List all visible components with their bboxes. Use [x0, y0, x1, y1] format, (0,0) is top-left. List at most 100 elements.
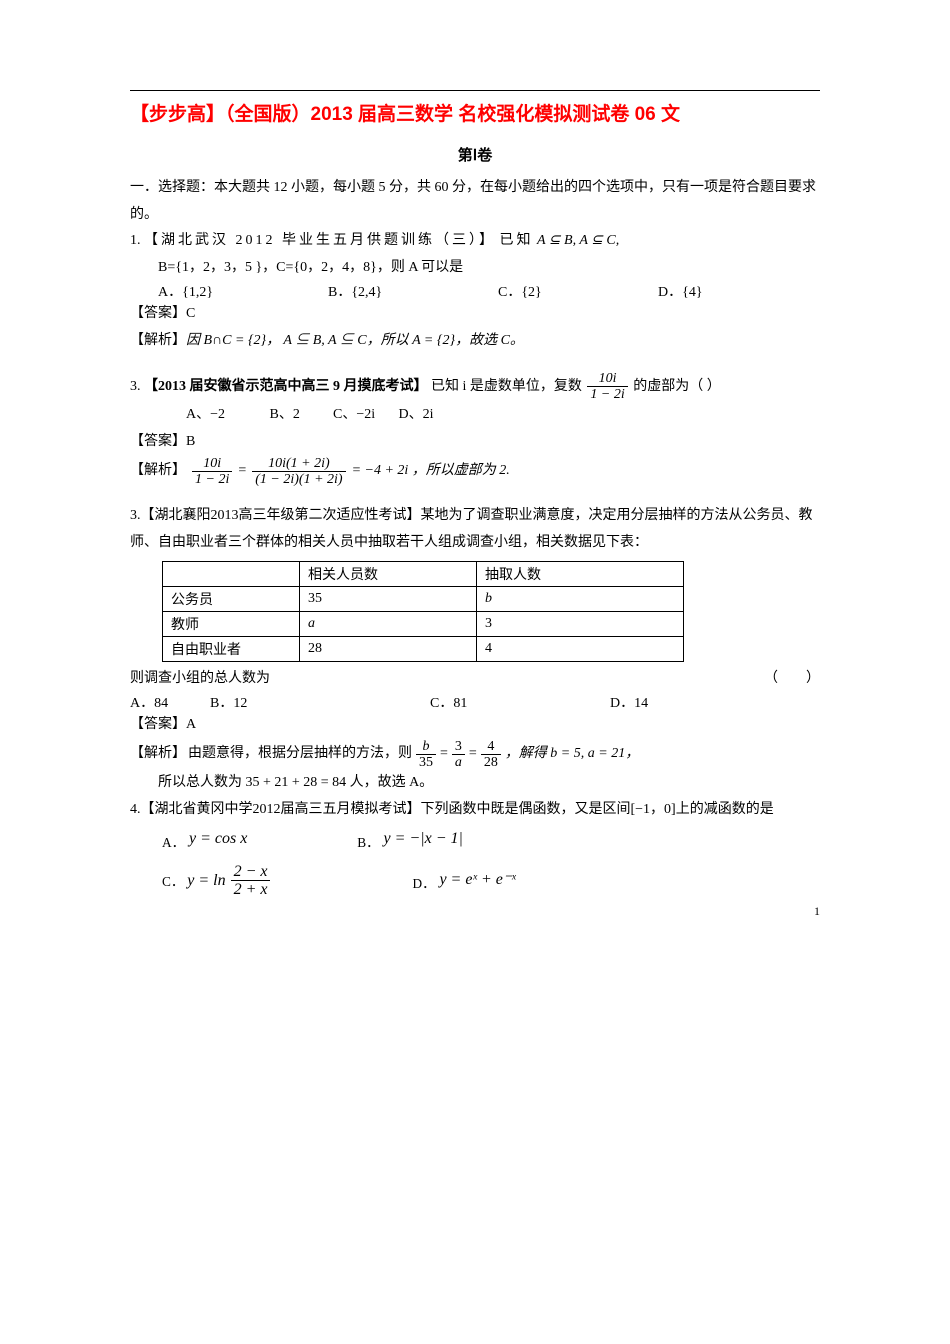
table-row: 教师 a 3: [163, 611, 684, 636]
q2-ans-val: B: [186, 434, 195, 449]
q3-stem3-text: 则调查小组的总人数为: [130, 666, 270, 693]
f2n: 3: [452, 739, 465, 755]
q1-sets: B={1，2，3，5 }，C={0，2，4，8}，则 A 可以是: [130, 255, 820, 282]
eq2: =: [469, 741, 477, 768]
q3-ans-val: A: [186, 717, 196, 732]
q1-optC: C．{2}: [498, 281, 658, 301]
th-blank: [163, 561, 300, 586]
q1-ana-label: 【解析】: [130, 333, 186, 348]
q2-text1: 已知 i 是虚数单位，复数: [431, 379, 582, 394]
q4-text: 下列函数中既是偶函数，又是区间[−1，0]上的减函数的是: [421, 802, 774, 817]
cell: 28: [300, 636, 477, 661]
f1n: b: [416, 739, 436, 755]
f3d: 28: [481, 755, 501, 770]
q2-ana-text: = −4 + 2i ，所以虚部为 2.: [352, 458, 510, 485]
q1-ans-val: C: [186, 306, 195, 321]
q4-row1: A． y = cos x B． y = −|x − 1|: [162, 830, 820, 851]
q4-stem: 4.【湖北省黄冈中学2012届高三五月模拟考试】下列函数中既是偶函数，又是区间[…: [130, 797, 820, 824]
q3-f3: 4 28: [481, 739, 501, 771]
f1d: 35: [416, 755, 436, 770]
q3-stem: 3.【湖北襄阳2013高三年级第二次适应性考试】某地为了调查职业满意度，决定用分…: [130, 503, 820, 556]
q2-source: 【2013 届安徽省示范高中高三 9 月摸底考试】: [144, 379, 428, 394]
q1-source: 【湖北武汉 2012 毕业生五月供题训练（三）】: [144, 233, 496, 248]
q2-optD: D、2i: [399, 407, 434, 422]
cell: a: [300, 611, 477, 636]
q2-frac: 10i 1 − 2i: [587, 371, 627, 403]
q3-source: 【湖北襄阳2013高三年级第二次适应性考试】: [141, 508, 421, 523]
q3-ana-p3: 所以总人数为 35 + 21 + 28 = 84 人，故选 A。: [130, 770, 820, 797]
q1-options: A．{1,2} B．{2,4} C．{2} D．{4}: [158, 281, 820, 301]
q2-analysis: 【解析】 10i 1 − 2i = 10i(1 + 2i) (1 − 2i)(1…: [130, 456, 820, 488]
q1-stem: 1. 【湖北武汉 2012 毕业生五月供题训练（三）】 已知 A ⊆ B, A …: [130, 228, 820, 255]
q3-ana-p2: ，解得 b = 5, a = 21，: [505, 741, 639, 768]
cell: 4: [477, 636, 684, 661]
cell: 自由职业者: [163, 636, 300, 661]
q4-optA-wrap: A． y = cos x: [162, 830, 247, 851]
q1-optA: A．{1,2}: [158, 281, 328, 301]
q1-answer: 【答案】C: [130, 301, 820, 328]
q2-answer: 【答案】B: [130, 429, 820, 456]
q4-optC-wrap: C． y = ln 2 − x 2 + x: [162, 863, 272, 899]
cell: 3: [477, 611, 684, 636]
q4-optD-wrap: D． y = eˣ + e⁻ˣ: [412, 869, 515, 892]
page-number: 1: [814, 904, 820, 919]
q3-analysis: 【解析】 由题意得，根据分层抽样的方法，则 b 35 = 3 a = 4 28 …: [130, 739, 820, 771]
q4-optA: y = cos x: [189, 830, 247, 847]
q2-f2n: 10i(1 + 2i): [252, 456, 345, 472]
q3-f1: b 35: [416, 739, 436, 771]
q4-optD: y = eˣ + e⁻ˣ: [439, 871, 515, 888]
q2-optB: B、2: [242, 402, 302, 429]
eq1: =: [238, 458, 246, 485]
q4-optC-frac: 2 − x 2 + x: [231, 863, 271, 899]
q3-paren: （ ）: [764, 666, 820, 693]
q4cn: 2 − x: [231, 863, 271, 882]
q2-f1: 10i 1 − 2i: [192, 456, 232, 488]
q3-ana-label: 【解析】: [130, 741, 186, 768]
table-row: 自由职业者 28 4: [163, 636, 684, 661]
q3-answer: 【答案】A: [130, 712, 820, 739]
q1-ans-label: 【答案】: [130, 306, 186, 321]
q2-f2: 10i(1 + 2i) (1 − 2i)(1 + 2i): [252, 456, 345, 488]
q4-optB: y = −|x − 1|: [384, 830, 463, 847]
q1-optB: B．{2,4}: [328, 281, 498, 301]
top-rule: [130, 90, 820, 91]
spacer2: [130, 487, 820, 503]
q3-optB: B．12: [210, 692, 430, 712]
q4-optA-label: A．: [162, 835, 185, 850]
q2-stem: 3. 【2013 届安徽省示范高中高三 9 月摸底考试】 已知 i 是虚数单位，…: [130, 371, 820, 403]
q3-f2: 3 a: [452, 739, 465, 771]
f3n: 4: [481, 739, 501, 755]
q4-num: 4.: [130, 802, 141, 817]
table-header-row: 相关人员数 抽取人数: [163, 561, 684, 586]
q2-frac-den: 1 − 2i: [587, 387, 627, 402]
q1-num: 1.: [130, 233, 141, 248]
section-header: 第Ⅰ卷: [130, 144, 820, 165]
q3-optC: C．81: [430, 692, 610, 712]
q3-ana-p1: 由题意得，根据分层抽样的方法，则: [188, 741, 412, 768]
q2-ana-label: 【解析】: [130, 458, 186, 485]
q3-table: 相关人员数 抽取人数 公务员 35 b 教师 a 3 自由职业者 28 4: [162, 561, 684, 662]
cell: b: [477, 586, 684, 611]
q3-ans-label: 【答案】: [130, 717, 186, 732]
q4-optB-label: B．: [357, 835, 379, 850]
q2-ans-label: 【答案】: [130, 434, 186, 449]
q1-ana-text: 因 B∩C = {2}， A ⊆ B, A ⊆ C，所以 A = {2}，故选 …: [186, 333, 524, 348]
q3-optA: A．84: [130, 692, 210, 712]
exam-title: 【步步高】（全国版）2013 届高三数学 名校强化模拟测试卷 06 文: [130, 99, 820, 126]
q4-optD-label: D．: [412, 877, 435, 892]
eq: =: [440, 741, 448, 768]
th-sample: 抽取人数: [477, 561, 684, 586]
cell: 公务员: [163, 586, 300, 611]
q2-optA: A、−2: [158, 402, 238, 429]
f2d: a: [452, 755, 465, 770]
q4-row2: C． y = ln 2 − x 2 + x D． y = eˣ + e⁻ˣ: [162, 863, 820, 899]
cell: 教师: [163, 611, 300, 636]
q3-optD: D．14: [610, 692, 648, 712]
q2-text2: 的虚部为（ ）: [633, 379, 721, 394]
th-count: 相关人员数: [300, 561, 477, 586]
q1-math: A ⊆ B, A ⊆ C,: [537, 233, 619, 248]
table-row: 公务员 35 b: [163, 586, 684, 611]
q4-optC-label: C．: [162, 871, 184, 890]
q4-source: 【湖北省黄冈中学2012届高三五月模拟考试】: [141, 802, 421, 817]
q4-optB-wrap: B． y = −|x − 1|: [357, 830, 463, 851]
